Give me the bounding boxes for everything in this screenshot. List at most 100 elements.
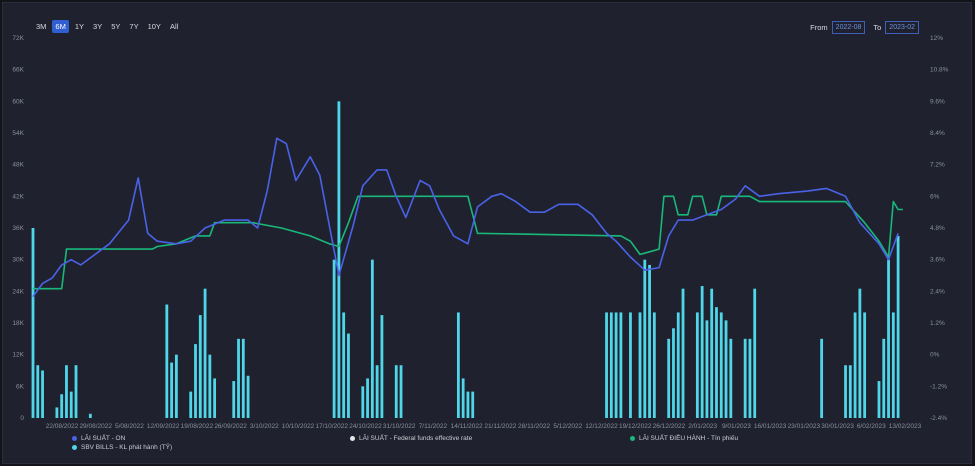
bill-bar [848, 365, 852, 418]
bill-bar [170, 362, 174, 418]
bill-bar [208, 354, 212, 418]
right-axis-tick: 9.6% [930, 98, 945, 105]
bill-bar [676, 312, 680, 418]
bill-bar [394, 365, 398, 418]
legend-swatch [630, 436, 635, 441]
left-axis-tick: 54K [12, 130, 24, 137]
x-axis-tick: 6/02/2023 [857, 423, 886, 430]
bill-bar [189, 391, 193, 418]
x-axis-tick: 30/01/2023 [821, 423, 854, 430]
bill-bar [844, 365, 847, 418]
bill-bar [853, 312, 857, 418]
x-axis-tick: 24/10/2022 [349, 423, 382, 430]
right-axis-tick: 6% [930, 193, 940, 200]
legend-item-sbv-bills[interactable]: SBV BILLS - KL phát hành (TỶ) [72, 444, 172, 451]
left-axis-tick: 36K [12, 225, 24, 232]
x-axis-tick: 19/12/2022 [619, 423, 652, 430]
bill-bar [882, 338, 886, 418]
bill-bar [342, 312, 346, 418]
bill-bar [69, 391, 73, 418]
bill-bar [614, 312, 618, 418]
bill-bar [237, 338, 240, 418]
bill-bar [638, 312, 642, 418]
bill-bar [896, 235, 900, 418]
bill-bar [887, 259, 890, 418]
range-button-10y[interactable]: 10Y [147, 22, 161, 31]
bill-bar [194, 344, 197, 418]
from-label: From [810, 23, 828, 32]
bill-bar [719, 312, 723, 418]
left-axis-tick: 18K [12, 320, 24, 327]
bill-bar [74, 365, 78, 418]
right-axis-tick: 12% [930, 35, 943, 42]
range-button-all[interactable]: All [169, 22, 179, 31]
bill-bar [347, 333, 350, 418]
bill-bar [375, 365, 379, 418]
bill-bar [174, 354, 178, 418]
bill-bar [700, 286, 704, 418]
bill-bar [729, 338, 733, 418]
date-range-picker: From 2022-08 To 2023-02 [810, 21, 919, 34]
legend-label: SBV BILLS - KL phát hành (TỶ) [81, 444, 173, 451]
x-axis-tick: 23/01/2023 [788, 423, 821, 430]
bill-bar [41, 370, 44, 418]
right-axis-tick: 1.2% [930, 320, 945, 327]
on-rate-line [32, 137, 899, 298]
range-button-7y[interactable]: 7Y [129, 22, 139, 31]
bill-bar [705, 320, 709, 418]
legend-swatch [72, 436, 77, 441]
from-date-input[interactable]: 2022-08 [831, 21, 866, 34]
bill-bar [748, 338, 752, 418]
range-button-1y[interactable]: 1Y [74, 22, 85, 31]
x-axis-tick: 2/01/2023 [688, 423, 717, 430]
bill-bar [605, 312, 608, 418]
bill-bar [36, 365, 40, 418]
left-axis-tick: 66K [12, 67, 24, 74]
legend-item-policy-rate[interactable]: LÃI SUẤT ĐIỀU HÀNH - Tín phiếu [630, 435, 738, 442]
left-axis-tick: 42K [12, 193, 24, 200]
legend-swatch [350, 436, 355, 441]
bill-bar [241, 338, 245, 418]
x-axis-tick: 16/01/2023 [754, 423, 787, 430]
legend-label: LÃI SUẤT - Federal funds effective rate [359, 435, 473, 442]
bill-bar [380, 315, 384, 418]
bill-bar [863, 312, 867, 418]
x-axis-tick: 3/10/2022 [250, 423, 279, 430]
x-axis-tick: 5/12/2022 [553, 423, 582, 430]
bill-bar [619, 312, 623, 418]
bill-bar [667, 338, 671, 418]
left-axis-tick: 48K [12, 162, 24, 169]
bill-bar [88, 413, 92, 418]
bill-bar [681, 288, 685, 418]
bill-bar [232, 381, 236, 418]
range-selector: 3M 6M 1Y 3Y 5Y 7Y 10Y All [33, 20, 181, 33]
bill-bar [891, 312, 895, 418]
range-button-6m[interactable]: 6M [52, 20, 69, 33]
x-axis-tick: 29/08/2022 [79, 423, 112, 430]
bill-bar [629, 312, 632, 418]
bill-bar [753, 288, 757, 418]
to-date-input[interactable]: 2023-02 [885, 21, 919, 34]
right-axis-tick: 3.6% [930, 257, 945, 264]
bill-bar [710, 288, 714, 418]
bill-bar [55, 407, 59, 418]
legend-label: LÃI SUẤT - ON [81, 435, 126, 442]
range-button-5y[interactable]: 5Y [111, 22, 121, 31]
x-axis-tick: 26/09/2022 [214, 423, 247, 430]
bill-bar [361, 386, 365, 418]
legend-item-on-rate[interactable]: LÃI SUẤT - ON [72, 435, 125, 442]
x-axis-tick: 7/11/2022 [419, 423, 448, 430]
x-axis-tick: 12/09/2022 [147, 423, 180, 430]
x-axis-tick: 28/11/2022 [518, 423, 550, 430]
bill-bar [858, 288, 862, 418]
legend-swatch [72, 445, 77, 450]
bill-bar [672, 328, 675, 418]
bill-bar [60, 394, 64, 418]
range-button-3m[interactable]: 3M [36, 22, 47, 31]
bill-bar [643, 259, 647, 418]
bill-bar [724, 320, 728, 418]
legend-item-fed-rate[interactable]: LÃI SUẤT - Federal funds effective rate [350, 435, 472, 442]
range-button-3y[interactable]: 3Y [93, 22, 103, 31]
